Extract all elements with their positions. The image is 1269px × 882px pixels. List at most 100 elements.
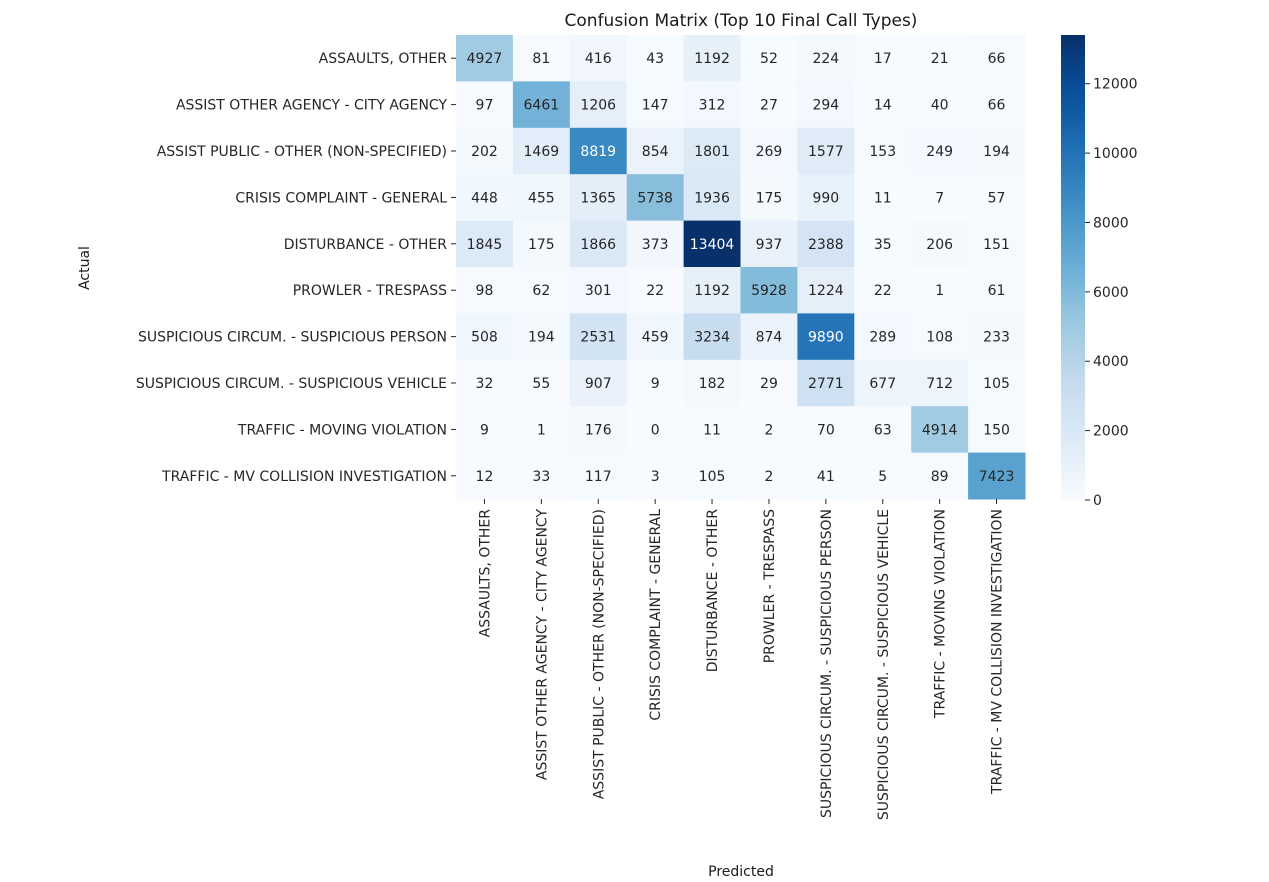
heatmap-cell-r6-c3 [626,313,685,361]
cell-value-label: 61 [988,283,1006,299]
cell-value-label: 1 [935,283,944,299]
heatmap-cell-r5-c1 [512,267,571,314]
heatmap-cell-r0-c8 [911,35,969,82]
colorbar-tick-label: 4000 [1093,354,1129,370]
cell-value-label: 9 [480,422,489,438]
heatmap-cell-r6-c5 [740,313,798,361]
heatmap-cell-r5-c2 [569,267,628,314]
cell-value-label: 1192 [694,51,730,67]
cell-value-label: 27 [760,98,778,114]
heatmap-cell-r7-c6 [797,359,855,407]
heatmap-cell-r9-c1 [512,452,571,500]
heatmap-cell-r9-c5 [740,452,798,500]
heatmap-cell-r4-c9 [968,220,1026,268]
heatmap-cell-r3-c1 [512,174,571,222]
cell-value-label: 40 [931,98,949,114]
column-label-assist-public-other-non-specified: ASSIST PUBLIC - OTHER (NON-SPECIFIED) [591,509,607,799]
cell-value-label: 22 [646,283,664,299]
cell-value-label: 89 [931,469,949,485]
heatmap-cell-r3-c5 [740,174,798,222]
cell-value-label: 108 [926,330,953,346]
cell-value-label: 301 [585,283,612,299]
column-label-assist-other-agency-city-agency: ASSIST OTHER AGENCY - CITY AGENCY [534,509,550,781]
heatmap-cell-r0-c7 [854,35,912,82]
cell-value-label: 97 [476,98,494,114]
cell-value-label: 1192 [694,283,730,299]
cell-value-label: 206 [926,237,953,253]
row-label-prowler-trespass: PROWLER - TRESPASS [293,283,447,299]
x-axis-label: Predicted [708,864,774,880]
cell-value-label: 17 [874,51,892,67]
cell-value-label: 14 [874,98,892,114]
cell-value-label: 455 [528,190,555,206]
heatmap-cell-r2-c6 [797,127,855,175]
row-label-traffic-moving-violation: TRAFFIC - MOVING VIOLATION [237,422,447,438]
cell-value-label: 937 [756,237,783,253]
cell-value-label: 4927 [467,51,503,67]
column-label-prowler-trespass: PROWLER - TRESPASS [762,509,778,663]
heatmap-cell-r0-c5 [740,35,798,82]
colorbar-tick-label: 2000 [1093,424,1129,440]
heatmap-cell-r3-c7 [854,174,912,222]
heatmap-cell-r8-c3 [626,406,685,454]
heatmap-cell-r3-c6 [797,174,855,222]
colorbar-tick-label: 8000 [1093,215,1129,231]
colorbar-tick-label: 10000 [1093,146,1138,162]
cell-value-label: 11 [874,190,892,206]
heatmap-cell-r1-c7 [854,81,912,129]
heatmap-cell-r8-c4 [683,406,741,454]
cell-value-label: 459 [642,330,669,346]
cell-value-label: 677 [869,376,896,392]
heatmap-cell-r9-c0 [456,452,514,500]
row-label-suspicious-circum-suspicious-person: SUSPICIOUS CIRCUM. - SUSPICIOUS PERSON [138,330,447,346]
cell-value-label: 312 [699,98,726,114]
cell-value-label: 81 [532,51,550,67]
cell-value-label: 2771 [808,376,844,392]
heatmap-cell-r6-c0 [456,313,514,361]
row-label-assist-other-agency-city-agency: ASSIST OTHER AGENCY - CITY AGENCY [176,98,448,114]
column-label-suspicious-circum-suspicious-person: SUSPICIOUS CIRCUM. - SUSPICIOUS PERSON [819,509,835,818]
cell-value-label: 194 [983,144,1010,160]
heatmap-cell-r5-c7 [854,267,912,314]
cell-value-label: 0 [651,422,660,438]
heatmap-cell-r4-c6 [797,220,855,268]
heatmap-cell-r7-c8 [911,359,969,407]
heatmap-cell-r5-c3 [626,267,685,314]
cell-value-label: 1845 [467,237,503,253]
heatmap-cell-r4-c8 [911,220,969,268]
heatmap-cell-r3-c0 [456,174,514,222]
cell-value-label: 907 [585,376,612,392]
cell-value-label: 6461 [524,98,560,114]
heatmap-cell-r2-c0 [456,127,514,175]
heatmap-cell-r6-c1 [512,313,571,361]
heatmap-cell-r2-c4 [683,127,741,175]
cell-value-label: 33 [532,469,550,485]
heatmap-cell-r3-c4 [683,174,741,222]
cell-value-label: 5738 [637,190,673,206]
cell-value-label: 182 [699,376,726,392]
cell-value-label: 176 [585,422,612,438]
cell-value-label: 194 [528,330,555,346]
heatmap-cell-r3-c3 [626,174,685,222]
heatmap-cell-r0-c4 [683,35,741,82]
heatmap-cell-r1-c3 [626,81,685,129]
row-label-traffic-mv-collision-investigation: TRAFFIC - MV COLLISION INVESTIGATION [161,469,447,485]
heatmap-cell-r5-c0 [456,267,514,314]
heatmap-cell-r2-c2 [569,127,628,175]
cell-value-label: 7 [935,190,944,206]
heatmap-cell-r4-c0 [456,220,514,268]
heatmap-cell-r1-c4 [683,81,741,129]
cell-value-label: 289 [869,330,896,346]
heatmap-cell-r9-c7 [854,452,912,500]
colorbar-tick-label: 6000 [1093,285,1129,301]
heatmap-cell-r9-c2 [569,452,628,500]
cell-value-label: 233 [983,330,1010,346]
heatmap-cell-r4-c1 [512,220,571,268]
row-label-assist-public-other-non-specified: ASSIST PUBLIC - OTHER (NON-SPECIFIED) [157,144,447,160]
cell-value-label: 7423 [979,469,1015,485]
colorbar [1061,35,1085,500]
heatmap-cell-r1-c5 [740,81,798,129]
heatmap-cell-r5-c8 [911,267,969,314]
